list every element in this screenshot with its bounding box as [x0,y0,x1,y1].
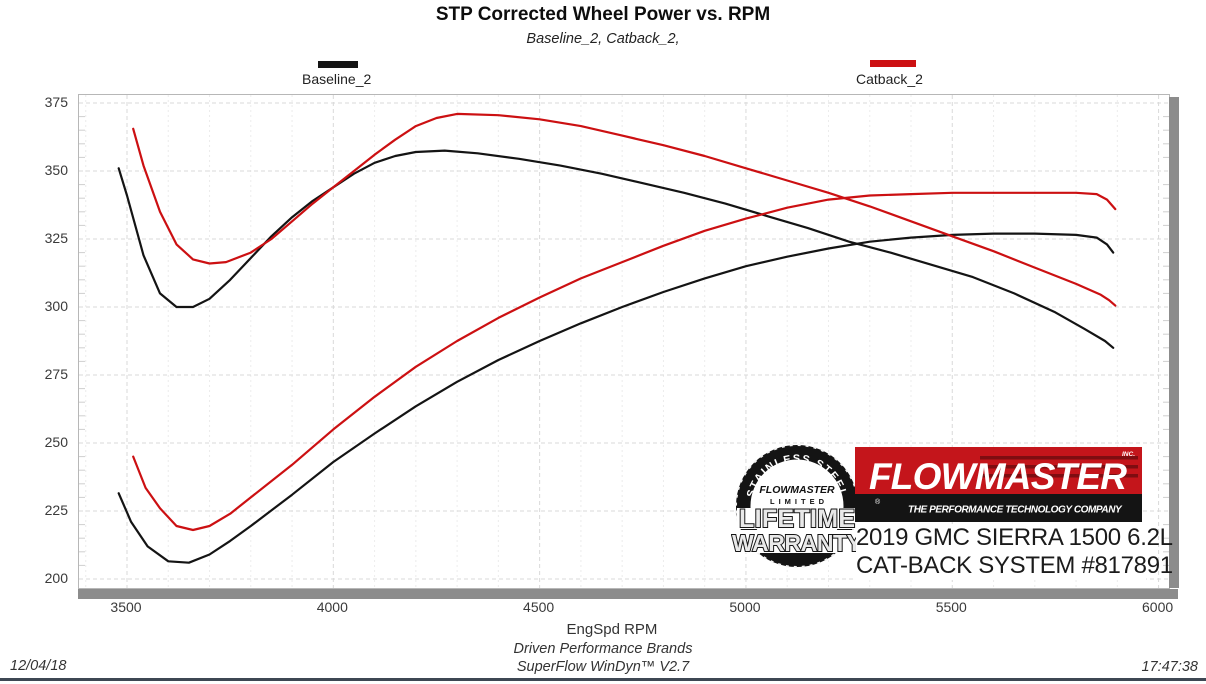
footer-time: 17:47:38 [1141,659,1198,675]
y-tick-label: 325 [44,230,68,246]
plot-area [78,94,1170,589]
y-tick-label: 350 [44,162,68,178]
legend-label-baseline[interactable]: Baseline_2 [302,71,372,87]
legend-label-catback[interactable]: Catback_2 [856,71,923,87]
bottom-rule [0,678,1206,681]
footer-date: 12/04/18 [10,658,67,674]
y-tick-label: 200 [44,570,68,586]
warranty-badge-icon: STAINLESS STEEL FLOWMASTER LIMITED LIFET… [731,444,863,568]
chart-subtitle: Baseline_2, Catback_2, [526,31,680,47]
curve-baseline_2-1 [117,149,1115,349]
vehicle-line-2: CAT-BACK SYSTEM #817891 [856,552,1173,579]
y-tick-label: 375 [44,94,68,110]
svg-text:WARRANTY: WARRANTY [732,530,862,556]
svg-text:LIFETIME: LIFETIME [739,505,855,533]
flowmaster-logo-icon: FLOWMASTER INC. ® THE PERFORMANCE TECHNO… [855,447,1142,522]
vehicle-description: 2019 GMC SIERRA 1500 6.2L CAT-BACK SYSTE… [856,524,1173,580]
svg-text:LIMITED: LIMITED [770,497,828,506]
x-tick-label: 4000 [316,599,348,615]
x-tick-label: 5500 [935,599,967,615]
vehicle-line-1: 2019 GMC SIERRA 1500 6.2L [856,524,1173,551]
y-tick-label: 275 [44,366,68,382]
legend-item-catback[interactable] [870,60,916,67]
x-tick-label: 5000 [729,599,761,615]
chart-title: STP Corrected Wheel Power vs. RPM [435,4,771,25]
legend-swatch-baseline [318,61,358,68]
footer-brand-line: Driven Performance Brands [513,641,693,657]
svg-text:FLOWMASTER: FLOWMASTER [869,456,1127,497]
legend-swatch-catback [870,60,916,67]
flowmaster-logo: FLOWMASTER INC. ® THE PERFORMANCE TECHNO… [855,447,1142,527]
x-tick-label: 3500 [110,599,142,615]
y-tick-label: 225 [44,502,68,518]
svg-text:FLOWMASTER: FLOWMASTER [759,484,835,496]
warranty-badge: STAINLESS STEEL FLOWMASTER LIMITED LIFET… [731,443,863,588]
horizontal-scrollbar[interactable] [78,589,1178,599]
curve-catback_2-1 [132,112,1117,307]
vertical-scrollbar[interactable] [1169,97,1179,588]
svg-text:THE PERFORMANCE TECHNOLOGY COM: THE PERFORMANCE TECHNOLOGY COMPANY [908,505,1123,516]
curve-baseline_2-2 [117,232,1115,564]
svg-text:INC.: INC. [1122,451,1135,458]
footer-software-line: SuperFlow WinDyn™ V2.7 [516,659,690,675]
legend-item-baseline[interactable] [318,61,358,68]
x-tick-label: 4500 [523,599,555,615]
svg-text:®: ® [875,498,881,506]
y-tick-label: 250 [44,434,68,450]
x-tick-label: 6000 [1142,599,1174,615]
y-tick-label: 300 [44,298,68,314]
x-axis-title: EngSpd RPM [566,621,658,638]
curve-catback_2-2 [132,191,1117,532]
